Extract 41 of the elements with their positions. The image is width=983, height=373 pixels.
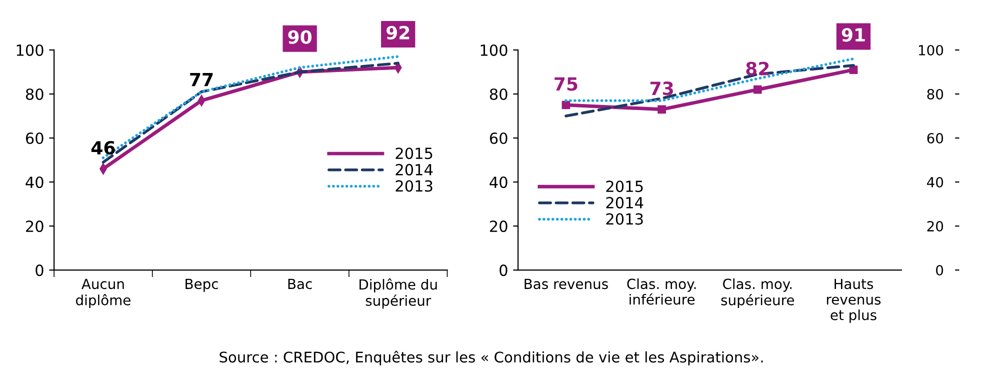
y2-tick-label: 0 xyxy=(936,265,944,276)
y-tick-label: 100 xyxy=(480,44,508,56)
data-label: 90 xyxy=(288,30,312,44)
x-tick-label: Bas revenus xyxy=(524,278,608,290)
source-note: Source : CREDOC, Enquêtes sur les « Conditions de vie et les Aspirations». xyxy=(220,350,763,366)
x-tick-label: Bepc xyxy=(186,278,218,292)
x-tick-label: Hauts revenus et plus xyxy=(826,278,881,323)
x-tick-label: Aucun diplôme xyxy=(76,278,130,308)
y2-tick-label: 60 xyxy=(927,132,944,144)
y-tick-label: 40 xyxy=(26,176,44,188)
y-tick-label: 20 xyxy=(26,220,44,232)
data-label: 77 xyxy=(190,72,213,86)
x-tick-label: Bac xyxy=(288,278,312,290)
y-tick-label: 0 xyxy=(36,264,44,276)
data-label: 46 xyxy=(91,140,115,155)
y2-tick-label: 40 xyxy=(926,176,944,188)
data-label: 75 xyxy=(554,77,578,91)
x-tick-label: Clas. moy. inférieure xyxy=(627,278,696,305)
y-tick-label: 20 xyxy=(490,220,508,232)
data-label: 92 xyxy=(386,26,410,40)
y-tick-label: 80 xyxy=(490,88,508,100)
y-tick-label: 80 xyxy=(26,88,44,100)
legend-label: 2015 xyxy=(396,148,432,160)
legend-label: 2013 xyxy=(606,213,643,225)
y2-tick-label: 100 xyxy=(918,44,944,56)
y-tick-label: 60 xyxy=(490,132,508,144)
y-tick-label: 60 xyxy=(26,132,44,144)
legend-label: 2013 xyxy=(396,180,432,192)
data-label: 91 xyxy=(842,28,865,42)
y2-tick-label: 80 xyxy=(927,88,944,100)
y2-tick-label: 20 xyxy=(927,221,944,232)
data-label: 73 xyxy=(650,82,673,96)
legend-label: 2014 xyxy=(606,196,644,208)
legend-label: 2015 xyxy=(606,180,643,192)
x-tick-label: Diplôme du supérieur xyxy=(360,278,437,309)
y-tick-label: 100 xyxy=(16,44,44,56)
data-label: 82 xyxy=(746,62,769,76)
y-tick-label: 0 xyxy=(500,264,508,276)
x-tick-label: Clas. moy. supérieure xyxy=(721,278,794,308)
y-tick-label: 40 xyxy=(490,176,508,188)
legend-label: 2014 xyxy=(396,164,433,176)
